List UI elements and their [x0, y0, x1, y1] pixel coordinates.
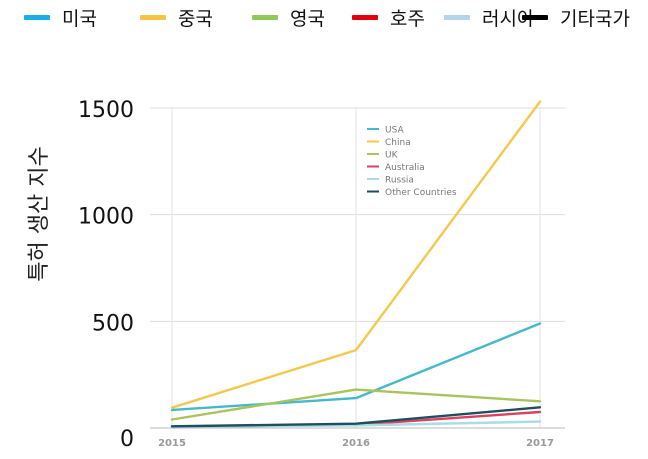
x-tick-label: 2017 — [526, 438, 554, 449]
legend-label: 미국 — [62, 7, 97, 30]
top-legend-item: 중국 — [140, 4, 213, 30]
legend-swatch — [24, 14, 50, 20]
legend-label: 러시아 — [482, 7, 535, 30]
series-line-china — [170, 100, 542, 409]
y-tick-label: 0 — [120, 427, 134, 452]
inner-legend-label: China — [385, 138, 411, 148]
series-line-uk — [170, 388, 542, 421]
top-legend: 미국 중국 영국 호주 러시아 기타국가 — [0, 0, 648, 40]
inner-legend: USA China UK Australia Russia Other Countries — [367, 126, 457, 198]
legend-swatch — [352, 14, 378, 20]
series-line-usa — [170, 322, 542, 412]
y-axis-title: 특허 생산 지수 — [27, 146, 52, 281]
legend-label: 영국 — [290, 7, 325, 30]
legend-swatch — [444, 14, 470, 20]
top-legend-item: 미국 — [24, 4, 97, 30]
legend-label: 호주 — [390, 7, 425, 30]
legend-swatch — [252, 14, 278, 20]
top-legend-item: 호주 — [352, 4, 425, 30]
legend-label: 중국 — [178, 7, 213, 30]
grid-layer — [150, 107, 565, 428]
top-legend-item: 러시아 — [444, 4, 534, 30]
legend-swatch — [522, 14, 548, 20]
series-layer — [170, 100, 542, 429]
inner-legend-label: UK — [385, 151, 399, 161]
series-line-other-countries — [170, 406, 542, 428]
legend-swatch — [140, 14, 166, 20]
x-tick-label: 2015 — [158, 438, 186, 449]
top-legend-item: 기타국가 — [522, 4, 630, 30]
inner-legend-label: USA — [385, 126, 404, 136]
y-tick-label: 500 — [92, 311, 134, 336]
inner-legend-label: Russia — [385, 176, 414, 186]
y-tick-label: 1500 — [78, 98, 134, 123]
axis-layer: 0 500 1000 1500 2015 2016 2017 — [78, 98, 565, 452]
legend-label: 기타국가 — [560, 7, 630, 30]
inner-legend-label: Other Countries — [385, 188, 457, 198]
x-tick-label: 2016 — [342, 438, 370, 449]
y-tick-label: 1000 — [78, 205, 134, 230]
top-legend-item: 영국 — [252, 4, 325, 30]
inner-legend-label: Australia — [385, 163, 425, 173]
